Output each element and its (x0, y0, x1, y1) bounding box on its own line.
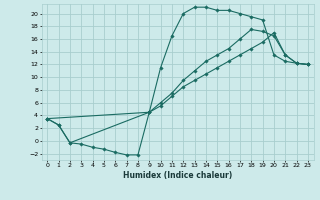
X-axis label: Humidex (Indice chaleur): Humidex (Indice chaleur) (123, 171, 232, 180)
